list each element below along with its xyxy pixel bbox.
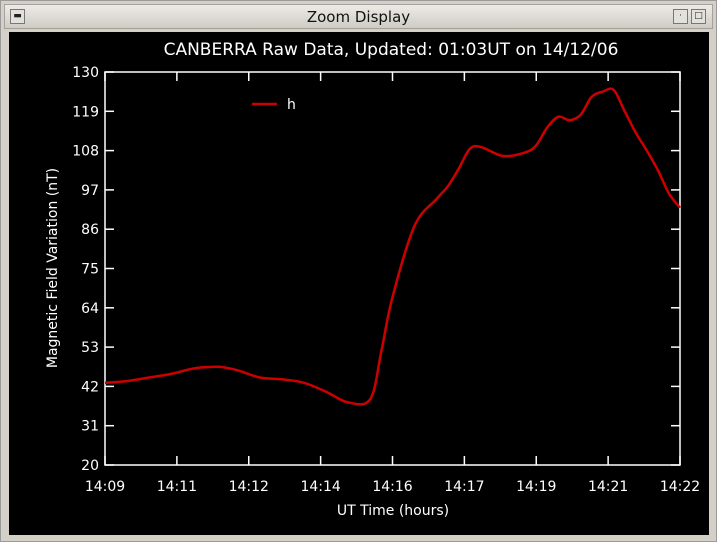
window-menu-icon[interactable]: ▬ [10, 9, 25, 24]
x-tick-label: 14:09 [85, 479, 125, 495]
window-title: Zoom Display [306, 8, 411, 26]
x-axis: 14:09 14:11 14:12 14:14 14:16 14:17 14:19 14:21… [85, 72, 700, 495]
minimize-icon[interactable]: · [673, 9, 688, 24]
x-tick-label: 14:19 [516, 479, 556, 495]
y-tick-label: 64 [81, 301, 99, 317]
x-tick-label: 14:22 [660, 479, 700, 495]
y-tick-label: 75 [81, 262, 99, 278]
x-tick-label: 14:17 [444, 479, 484, 495]
plot-area: CANBERRA Raw Data, Updated: 01:03UT on 1… [9, 32, 709, 535]
x-tick-label: 14:21 [588, 479, 628, 495]
title-bar[interactable]: ▬ Zoom Display · □ [4, 4, 713, 29]
axes-frame [104, 71, 681, 466]
y-tick-label: 31 [81, 419, 99, 435]
y-tick-label: 119 [72, 104, 99, 120]
x-tick-label: 14:12 [229, 479, 269, 495]
series-line-h [104, 87, 681, 406]
x-axis-label: UT Time (hours) [337, 503, 449, 519]
legend: h [252, 97, 296, 113]
y-tick-label: 53 [81, 340, 99, 356]
chart-title: CANBERRA Raw Data, Updated: 01:03UT on 1… [164, 40, 619, 60]
y-tick-label: 108 [72, 144, 99, 160]
y-tick-label: 86 [81, 222, 99, 238]
y-axis: 20 31 42 53 64 75 86 97 108 119 130 [72, 65, 680, 474]
x-tick-label: 14:16 [372, 479, 412, 495]
y-axis-label: Magnetic Field Variation (nT) [45, 168, 61, 368]
y-tick-label: 130 [72, 65, 99, 81]
y-tick-label: 20 [81, 458, 99, 474]
maximize-icon[interactable]: □ [691, 9, 706, 24]
magnetic-field-chart: CANBERRA Raw Data, Updated: 01:03UT on 1… [45, 40, 700, 519]
legend-label-h: h [287, 97, 296, 113]
x-tick-label: 14:11 [157, 479, 197, 495]
x-tick-label: 14:14 [300, 479, 340, 495]
y-tick-label: 97 [81, 183, 99, 199]
y-tick-label: 42 [81, 379, 99, 395]
